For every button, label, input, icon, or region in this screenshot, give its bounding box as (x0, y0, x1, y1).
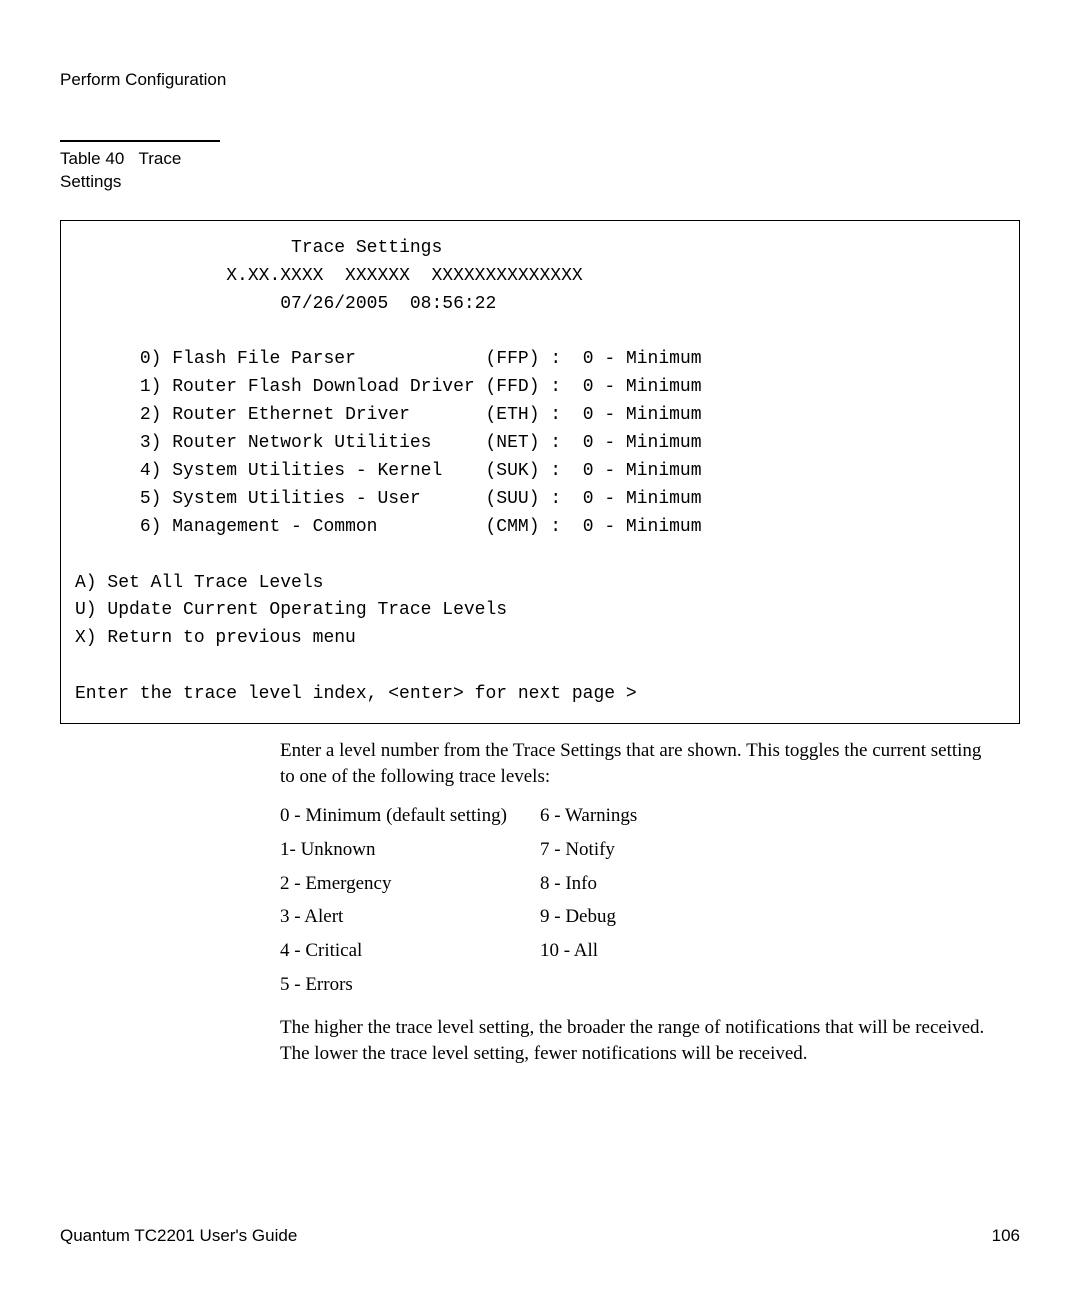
trace-row: 4) System Utilities - Kernel (SUK) : 0 -… (75, 458, 1005, 486)
terminal-output: Trace Settings X.XX.XXXX XXXXXX XXXXXXXX… (60, 220, 1020, 724)
footer-doc-title: Quantum TC2201 User's Guide (60, 1226, 297, 1245)
outro-paragraph: The higher the trace level setting, the … (280, 1015, 990, 1066)
table-row: 5 - Errors (280, 968, 637, 1002)
trace-row: 5) System Utilities - User (SUU) : 0 - M… (75, 486, 1005, 514)
terminal-title: Trace Settings (75, 235, 1005, 263)
page-footer: Quantum TC2201 User's Guide 106 (60, 1226, 1020, 1246)
level-cell: 6 - Warnings (540, 799, 637, 833)
trace-row: 1) Router Flash Download Driver (FFD) : … (75, 374, 1005, 402)
terminal-timestamp: 07/26/2005 08:56:22 (75, 291, 1005, 319)
table-row: 2 - Emergency 8 - Info (280, 867, 637, 901)
level-cell: 1- Unknown (280, 833, 540, 867)
level-cell: 7 - Notify (540, 833, 637, 867)
level-cell: 2 - Emergency (280, 867, 540, 901)
table-row: 1- Unknown 7 - Notify (280, 833, 637, 867)
action-x: X) Return to previous menu (75, 625, 1005, 653)
level-cell (540, 968, 637, 1002)
level-cell: 0 - Minimum (default setting) (280, 799, 540, 833)
level-cell: 5 - Errors (280, 968, 540, 1002)
level-cell: 4 - Critical (280, 934, 540, 968)
level-cell: 10 - All (540, 934, 637, 968)
running-header: Perform Configuration (60, 70, 1020, 90)
table-row: 0 - Minimum (default setting) 6 - Warnin… (280, 799, 637, 833)
level-cell: 9 - Debug (540, 900, 637, 934)
table-row: 4 - Critical 10 - All (280, 934, 637, 968)
trace-row: 2) Router Ethernet Driver (ETH) : 0 - Mi… (75, 402, 1005, 430)
page: Perform Configuration Table 40 Trace Set… (0, 0, 1080, 1296)
trace-row: 3) Router Network Utilities (NET) : 0 - … (75, 430, 1005, 458)
trace-levels-table: 0 - Minimum (default setting) 6 - Warnin… (280, 799, 637, 1001)
caption-rule (60, 140, 220, 142)
caption-label: Table 40 (60, 149, 124, 168)
trace-row: 6) Management - Common (CMM) : 0 - Minim… (75, 514, 1005, 542)
footer-page-number: 106 (992, 1226, 1020, 1246)
body-text: Enter a level number from the Trace Sett… (280, 738, 990, 1066)
terminal-prompt: Enter the trace level index, <enter> for… (75, 681, 1005, 709)
intro-paragraph: Enter a level number from the Trace Sett… (280, 738, 990, 789)
trace-row: 0) Flash File Parser (FFP) : 0 - Minimum (75, 346, 1005, 374)
table-caption: Table 40 Trace Settings (60, 140, 220, 194)
table-row: 3 - Alert 9 - Debug (280, 900, 637, 934)
terminal-version: X.XX.XXXX XXXXXX XXXXXXXXXXXXXX (75, 263, 1005, 291)
level-cell: 8 - Info (540, 867, 637, 901)
level-cell: 3 - Alert (280, 900, 540, 934)
action-u: U) Update Current Operating Trace Levels (75, 597, 1005, 625)
action-a: A) Set All Trace Levels (75, 570, 1005, 598)
